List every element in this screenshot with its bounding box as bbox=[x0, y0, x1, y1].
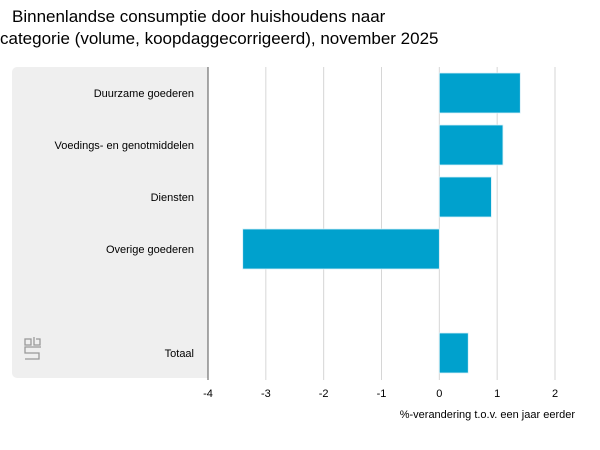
x-tick-label: 2 bbox=[552, 388, 558, 400]
gridlines bbox=[265, 67, 556, 380]
x-tick-label: 1 bbox=[494, 388, 500, 400]
category-label: Overige goederen bbox=[106, 244, 194, 256]
x-tick-label: -3 bbox=[261, 388, 271, 400]
category-panel bbox=[12, 67, 208, 378]
x-tick-label: -4 bbox=[203, 388, 213, 400]
category-label: Diensten bbox=[151, 192, 194, 204]
category-labels: Duurzame goederen Voedings- en genotmidde… bbox=[55, 88, 194, 360]
category-label: Totaal bbox=[165, 348, 194, 360]
chart-title-line-2: categorie (volume, koopdaggecorrigeerd),… bbox=[0, 29, 439, 48]
bar bbox=[438, 332, 469, 374]
x-tick-labels: -4 -3 -2 -1 0 1 2 bbox=[203, 388, 558, 400]
x-tick-label: -1 bbox=[377, 388, 387, 400]
x-axis-label: %-verandering t.o.v. een jaar eerder bbox=[400, 409, 576, 421]
bar bbox=[438, 176, 492, 218]
category-label: Voedings- en genotmiddelen bbox=[55, 140, 194, 152]
x-tick-label: 0 bbox=[436, 388, 442, 400]
category-label: Duurzame goederen bbox=[94, 88, 194, 100]
bar bbox=[438, 72, 521, 114]
chart-title-line-1: Binnenlandse consumptie door huishoudens… bbox=[12, 7, 386, 26]
x-tick-label: -2 bbox=[319, 388, 329, 400]
bars bbox=[242, 72, 521, 374]
bar bbox=[242, 228, 440, 270]
bar bbox=[438, 124, 504, 166]
chart-title: Binnenlandse consumptie door huishoudens… bbox=[0, 6, 600, 50]
cbs-logo-icon bbox=[24, 337, 41, 360]
